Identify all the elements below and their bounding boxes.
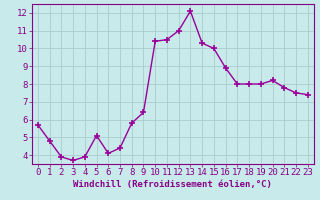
X-axis label: Windchill (Refroidissement éolien,°C): Windchill (Refroidissement éolien,°C) [73, 180, 272, 189]
